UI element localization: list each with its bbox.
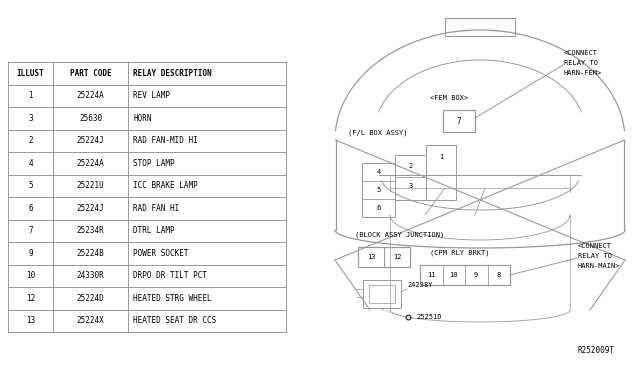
Text: 8: 8 — [497, 272, 501, 278]
Text: PART CODE: PART CODE — [70, 69, 111, 78]
Text: 25224A: 25224A — [77, 159, 104, 168]
Text: 4: 4 — [28, 159, 33, 168]
Text: 25224J: 25224J — [77, 204, 104, 213]
Text: DRPO DR TILT PCT: DRPO DR TILT PCT — [133, 271, 207, 280]
Text: ICC BRAKE LAMP: ICC BRAKE LAMP — [133, 181, 198, 190]
Text: 9: 9 — [28, 249, 33, 258]
Text: (CPM RLY BRKT): (CPM RLY BRKT) — [430, 250, 490, 257]
Text: 5: 5 — [28, 181, 33, 190]
Text: <CONNECT: <CONNECT — [578, 243, 612, 249]
Text: 25224J: 25224J — [77, 136, 104, 145]
Text: RELAY TO: RELAY TO — [578, 253, 612, 259]
Text: 13: 13 — [26, 316, 35, 325]
Text: 1: 1 — [439, 154, 443, 160]
Text: 25251D: 25251D — [416, 314, 442, 320]
Text: STOP LAMP: STOP LAMP — [133, 159, 175, 168]
Text: HARN-FEM>: HARN-FEM> — [564, 70, 602, 76]
Bar — [369, 285, 395, 303]
Text: <FEM BOX>: <FEM BOX> — [430, 95, 468, 101]
Text: RELAY DESCRIPTION: RELAY DESCRIPTION — [133, 69, 212, 78]
Text: (BLOCK ASSY JUNCTION): (BLOCK ASSY JUNCTION) — [355, 232, 444, 238]
Text: RELAY TO: RELAY TO — [564, 60, 598, 66]
Text: RAD FAN-MID HI: RAD FAN-MID HI — [133, 136, 198, 145]
Text: R252009T: R252009T — [577, 346, 614, 355]
Text: HARN-MAIN>: HARN-MAIN> — [578, 263, 621, 269]
Text: 10: 10 — [449, 272, 458, 278]
Text: 1: 1 — [28, 91, 33, 100]
Text: POWER SOCKET: POWER SOCKET — [133, 249, 189, 258]
Text: 3: 3 — [28, 114, 33, 123]
Text: HEATED STRG WHEEL: HEATED STRG WHEEL — [133, 294, 212, 303]
Text: 3: 3 — [408, 183, 413, 189]
Text: 6: 6 — [28, 204, 33, 213]
Text: 5: 5 — [376, 187, 381, 193]
Bar — [395, 155, 426, 200]
Text: 25221U: 25221U — [77, 181, 104, 190]
Text: 7: 7 — [457, 116, 461, 125]
Text: HORN: HORN — [133, 114, 152, 123]
Text: REV LAMP: REV LAMP — [133, 91, 170, 100]
Text: 25234R: 25234R — [77, 226, 104, 235]
Text: 9: 9 — [474, 272, 478, 278]
Bar — [443, 110, 475, 132]
Text: 24238Y: 24238Y — [407, 282, 433, 288]
Text: 11: 11 — [427, 272, 435, 278]
Text: 6: 6 — [376, 205, 381, 211]
Text: 10: 10 — [26, 271, 35, 280]
Text: RAD FAN HI: RAD FAN HI — [133, 204, 179, 213]
Text: 7: 7 — [28, 226, 33, 235]
Text: 25224X: 25224X — [77, 316, 104, 325]
Text: 2: 2 — [408, 163, 413, 169]
Text: 13: 13 — [367, 254, 375, 260]
Bar — [420, 265, 510, 285]
Text: ILLUST: ILLUST — [17, 69, 44, 78]
Text: HEATED SEAT DR CCS: HEATED SEAT DR CCS — [133, 316, 216, 325]
Text: 25224D: 25224D — [77, 294, 104, 303]
Text: 25224A: 25224A — [77, 91, 104, 100]
Text: DTRL LAMP: DTRL LAMP — [133, 226, 175, 235]
Bar — [358, 247, 410, 267]
Text: 12: 12 — [26, 294, 35, 303]
Bar — [445, 18, 515, 36]
Bar — [363, 280, 401, 308]
Text: 24330R: 24330R — [77, 271, 104, 280]
Text: 25630: 25630 — [79, 114, 102, 123]
Text: 12: 12 — [393, 254, 401, 260]
Text: (F/L BOX ASSY): (F/L BOX ASSY) — [348, 130, 408, 137]
Bar — [426, 145, 456, 200]
Text: <CONNECT: <CONNECT — [564, 50, 598, 56]
Bar — [362, 163, 395, 217]
Text: 2: 2 — [28, 136, 33, 145]
Text: 25224B: 25224B — [77, 249, 104, 258]
Text: 4: 4 — [376, 169, 381, 175]
